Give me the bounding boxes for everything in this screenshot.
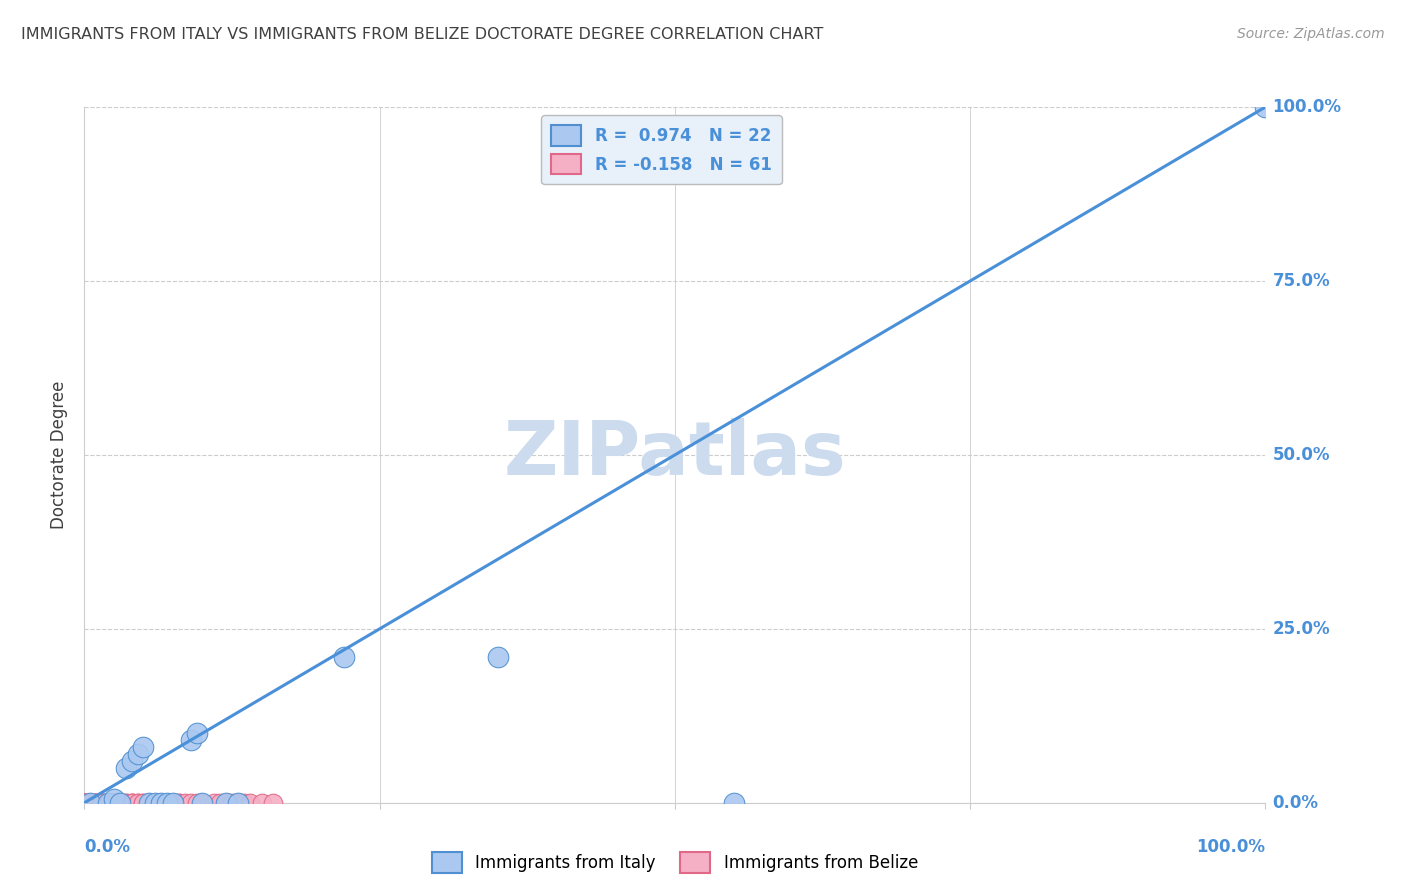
Point — [97, 796, 120, 810]
Text: 100.0%: 100.0% — [1197, 838, 1265, 856]
Point — [73, 796, 96, 810]
Point — [114, 796, 136, 810]
Point — [150, 796, 173, 810]
Text: 0.0%: 0.0% — [84, 838, 131, 856]
Point — [84, 796, 107, 810]
Text: 100.0%: 100.0% — [1272, 98, 1341, 116]
Point — [114, 761, 136, 775]
Point — [108, 796, 131, 810]
Point — [232, 796, 254, 810]
Point — [97, 796, 120, 810]
Point — [226, 796, 249, 810]
Point — [221, 796, 243, 810]
Point — [73, 796, 96, 810]
Point — [191, 796, 214, 810]
Point — [121, 754, 143, 768]
Point — [209, 796, 232, 810]
Point — [132, 740, 155, 755]
Point — [215, 796, 238, 810]
Point — [127, 747, 149, 761]
Point — [333, 649, 356, 664]
Point — [167, 796, 190, 810]
Point — [156, 796, 179, 810]
Point — [121, 796, 143, 810]
Point — [138, 796, 160, 810]
Point — [103, 792, 125, 806]
Legend: Immigrants from Italy, Immigrants from Belize: Immigrants from Italy, Immigrants from B… — [425, 846, 925, 880]
Point — [180, 733, 202, 747]
Point — [91, 796, 114, 810]
Point — [138, 796, 160, 810]
Point — [84, 796, 107, 810]
Point — [138, 796, 160, 810]
Point — [143, 796, 166, 810]
Point — [73, 796, 96, 810]
Point — [191, 796, 214, 810]
Point — [103, 796, 125, 810]
Point — [73, 796, 96, 810]
Point — [108, 796, 131, 810]
Point — [97, 796, 120, 810]
Point — [132, 796, 155, 810]
Point — [486, 649, 509, 664]
Point — [173, 796, 195, 810]
Point — [84, 796, 107, 810]
Point — [262, 796, 284, 810]
Point — [143, 796, 166, 810]
Text: Source: ZipAtlas.com: Source: ZipAtlas.com — [1237, 27, 1385, 41]
Point — [723, 796, 745, 810]
Point — [84, 796, 107, 810]
Text: ZIPatlas: ZIPatlas — [503, 418, 846, 491]
Text: IMMIGRANTS FROM ITALY VS IMMIGRANTS FROM BELIZE DOCTORATE DEGREE CORRELATION CHA: IMMIGRANTS FROM ITALY VS IMMIGRANTS FROM… — [21, 27, 824, 42]
Point — [215, 796, 238, 810]
Point — [79, 796, 101, 810]
Point — [91, 796, 114, 810]
Point — [121, 796, 143, 810]
Text: 50.0%: 50.0% — [1272, 446, 1330, 464]
Point — [97, 796, 120, 810]
Point — [108, 796, 131, 810]
Point — [103, 796, 125, 810]
Text: 25.0%: 25.0% — [1272, 620, 1330, 638]
Point — [156, 796, 179, 810]
Point — [180, 796, 202, 810]
Point — [226, 796, 249, 810]
Point — [156, 796, 179, 810]
Point — [91, 796, 114, 810]
Point — [127, 796, 149, 810]
Y-axis label: Doctorate Degree: Doctorate Degree — [51, 381, 69, 529]
Point — [84, 796, 107, 810]
Point — [73, 796, 96, 810]
Point — [97, 796, 120, 810]
Point — [73, 796, 96, 810]
Point — [239, 796, 262, 810]
Point — [114, 796, 136, 810]
Point — [127, 796, 149, 810]
Point — [132, 796, 155, 810]
Point — [162, 796, 184, 810]
Point — [186, 796, 208, 810]
Point — [73, 796, 96, 810]
Point — [1254, 100, 1277, 114]
Point — [73, 796, 96, 810]
Point — [150, 796, 173, 810]
Point — [162, 796, 184, 810]
Point — [108, 796, 131, 810]
Point — [79, 796, 101, 810]
Point — [202, 796, 225, 810]
Point — [250, 796, 273, 810]
Point — [143, 796, 166, 810]
Text: 0.0%: 0.0% — [1272, 794, 1319, 812]
Point — [186, 726, 208, 740]
Point — [121, 796, 143, 810]
Point — [167, 796, 190, 810]
Point — [103, 796, 125, 810]
Point — [108, 796, 131, 810]
Legend: R =  0.974   N = 22, R = -0.158   N = 61: R = 0.974 N = 22, R = -0.158 N = 61 — [541, 115, 782, 185]
Text: 75.0%: 75.0% — [1272, 272, 1330, 290]
Point — [79, 796, 101, 810]
